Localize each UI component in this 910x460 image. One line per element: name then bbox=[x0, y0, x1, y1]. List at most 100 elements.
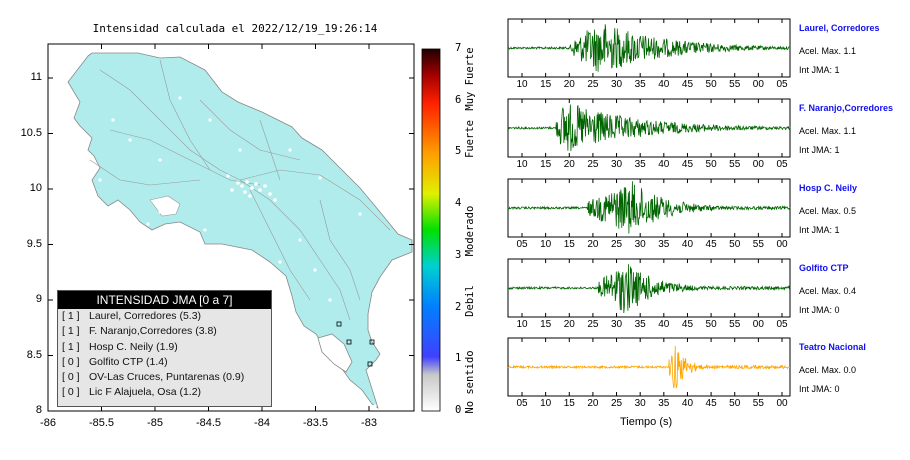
trace-station-name: Golfito CTP bbox=[799, 263, 849, 273]
map-y-ticks bbox=[48, 77, 414, 412]
map-y-tick-label: 10.5 bbox=[20, 126, 42, 139]
trace-int-jma: Int JMA: 0 bbox=[799, 305, 840, 315]
trace-tick-label: 10 bbox=[516, 79, 528, 90]
trace-tick-label: 55 bbox=[752, 398, 764, 409]
trace-tick-label: 30 bbox=[610, 159, 623, 170]
legend-level: [ 0 ] bbox=[62, 386, 80, 399]
legend-stations bbox=[336, 321, 375, 367]
trace-tick-label: 35 bbox=[658, 239, 670, 250]
trace-tick-label: 00 bbox=[752, 79, 764, 90]
trace-tick-label: 50 bbox=[729, 239, 741, 250]
intensity-legend: INTENSIDAD JMA [0 a 7] [ 1 ] Laurel, Corr… bbox=[57, 290, 272, 407]
trace-tick-label: 55 bbox=[729, 319, 741, 330]
trace-tick-label: 35 bbox=[634, 159, 646, 170]
trace-int-jma: Int JMA: 0 bbox=[799, 384, 840, 394]
trace-tick-label: 55 bbox=[729, 79, 741, 90]
trace-tick-label: 55 bbox=[729, 159, 741, 170]
trace-tick-label: 00 bbox=[752, 159, 764, 170]
waveform-line bbox=[507, 345, 791, 389]
trace-acel-max: Acel. Max. 0.5 bbox=[799, 206, 857, 216]
legend-level: [ 1 ] bbox=[62, 310, 80, 322]
trace-tick-label: 40 bbox=[658, 159, 670, 170]
trace-tick-label: 15 bbox=[563, 239, 575, 250]
waveform-line bbox=[507, 24, 791, 72]
station-dots bbox=[98, 96, 377, 408]
colorbar-tick-label: 5 bbox=[455, 145, 462, 158]
map-x-tick-label: -85.5 bbox=[88, 417, 115, 429]
legend-row: [ 0 ] Lic F Alajuela, Osa (1.2) bbox=[58, 385, 271, 400]
legend-row: [ 1 ] Hosp C. Neily (1.9) bbox=[58, 340, 271, 355]
legend-level: [ 1 ] bbox=[62, 325, 80, 338]
colorbar-tick-label: 3 bbox=[455, 248, 462, 261]
map-y-tick-label: 11 bbox=[30, 71, 42, 83]
trace-acel-max: Acel. Max. 0.4 bbox=[799, 286, 857, 296]
trace-tick-label: 05 bbox=[776, 79, 788, 90]
trace-tick-label: 05 bbox=[776, 319, 788, 330]
trace-tick-label: 30 bbox=[610, 319, 623, 330]
trace-tick-label: 50 bbox=[729, 398, 741, 409]
trace-tick-label: 25 bbox=[610, 239, 623, 250]
legend-station: Hosp C. Neily (1.9) bbox=[89, 340, 178, 353]
trace-tick-label: 00 bbox=[776, 239, 788, 250]
waveform-line bbox=[507, 181, 791, 234]
legend-station: Laurel, Corredores (5.3) bbox=[89, 310, 202, 322]
trace-tick-label: 20 bbox=[563, 79, 575, 90]
waveform-line bbox=[507, 264, 791, 314]
legend-rows: [ 1 ] Laurel, Corredores (5.3) [ 1 ] F. Nar… bbox=[58, 309, 271, 401]
trace-tick-label: 25 bbox=[610, 398, 623, 409]
trace-station-name: Hosp C. Neily bbox=[799, 183, 858, 193]
trace-tick-label: 50 bbox=[705, 319, 717, 330]
legend-level: [ 0 ] bbox=[62, 355, 80, 368]
trace-station-name: Laurel, Corredores bbox=[799, 23, 880, 33]
map-x-ticks bbox=[47, 44, 370, 411]
colorbar-tick-label: 1 bbox=[455, 352, 462, 365]
trace-tick-label: 15 bbox=[540, 79, 552, 90]
map-y-tick-label: 10 bbox=[29, 182, 42, 194]
colorbar-category-label: No sentido bbox=[464, 350, 476, 414]
legend-title: INTENSIDAD JMA [0 a 7] bbox=[58, 291, 271, 309]
colorbar-tick-label: 4 bbox=[455, 197, 462, 210]
map-x-tick-label: -83 bbox=[361, 417, 377, 429]
trace-tick-label: 25 bbox=[587, 159, 599, 170]
legend-row: [ 0 ] Golfito CTP (1.4) bbox=[58, 355, 271, 370]
x-axis-title: Tiempo (s) bbox=[620, 416, 673, 428]
trace-tick-label: 05 bbox=[516, 398, 528, 409]
legend-row: [ 0 ] OV-Las Cruces, Puntarenas (0.9) bbox=[58, 370, 271, 385]
trace-acel-max: Acel. Max. 0.0 bbox=[799, 365, 857, 375]
legend-station: OV-Las Cruces, Puntarenas (0.9) bbox=[89, 371, 245, 384]
trace-tick-label: 40 bbox=[658, 319, 670, 330]
trace-tick-label: 15 bbox=[540, 159, 552, 170]
map-x-tick-label: -83.5 bbox=[302, 417, 329, 429]
trace-tick-label: 00 bbox=[776, 398, 788, 409]
waveform-traces bbox=[507, 18, 791, 397]
trace-tick-label: 15 bbox=[563, 398, 575, 409]
trace-tick-label: 40 bbox=[681, 398, 694, 409]
map-x-tick-label: -85 bbox=[147, 417, 163, 429]
map-y-tick-label: 8.5 bbox=[26, 348, 42, 361]
colorbar-tick-label: 6 bbox=[455, 93, 462, 106]
trace-tick-label: 45 bbox=[681, 159, 694, 170]
trace-tick-label: 30 bbox=[610, 79, 623, 90]
map-y-tick-label: 9.5 bbox=[26, 237, 42, 250]
map-y-tick-label: 9 bbox=[35, 293, 42, 305]
map-x-tick-label: -86 bbox=[40, 417, 56, 429]
legend-row: [ 1 ] F. Naranjo,Corredores (3.8) bbox=[58, 324, 271, 339]
trace-int-jma: Int JMA: 1 bbox=[799, 225, 840, 235]
trace-tick-label: 25 bbox=[587, 79, 599, 90]
colorbar-tick-label: 7 bbox=[455, 42, 462, 54]
trace-tick-label: 20 bbox=[587, 398, 599, 409]
legend-row: [ 1 ] Laurel, Corredores (5.3) bbox=[58, 309, 271, 324]
trace-tick-label: 05 bbox=[516, 239, 528, 250]
trace-tick-label: 40 bbox=[681, 239, 694, 250]
map-title: Intensidad calculada el 2022/12/19_19:26… bbox=[92, 22, 378, 35]
intensity-colorbar bbox=[421, 48, 441, 412]
legend-station: Lic F Alajuela, Osa (1.2) bbox=[89, 386, 202, 399]
colorbar-category-label: Fuerte bbox=[464, 120, 476, 158]
trace-tick-label: 40 bbox=[658, 79, 670, 90]
osa-peninsula bbox=[317, 333, 353, 373]
trace-tick-label: 10 bbox=[516, 159, 528, 170]
trace-int-jma: Int JMA: 1 bbox=[799, 145, 840, 155]
trace-tick-label: 50 bbox=[705, 159, 717, 170]
legend-level: [ 1 ] bbox=[62, 340, 80, 353]
trace-tick-label: 15 bbox=[540, 319, 552, 330]
